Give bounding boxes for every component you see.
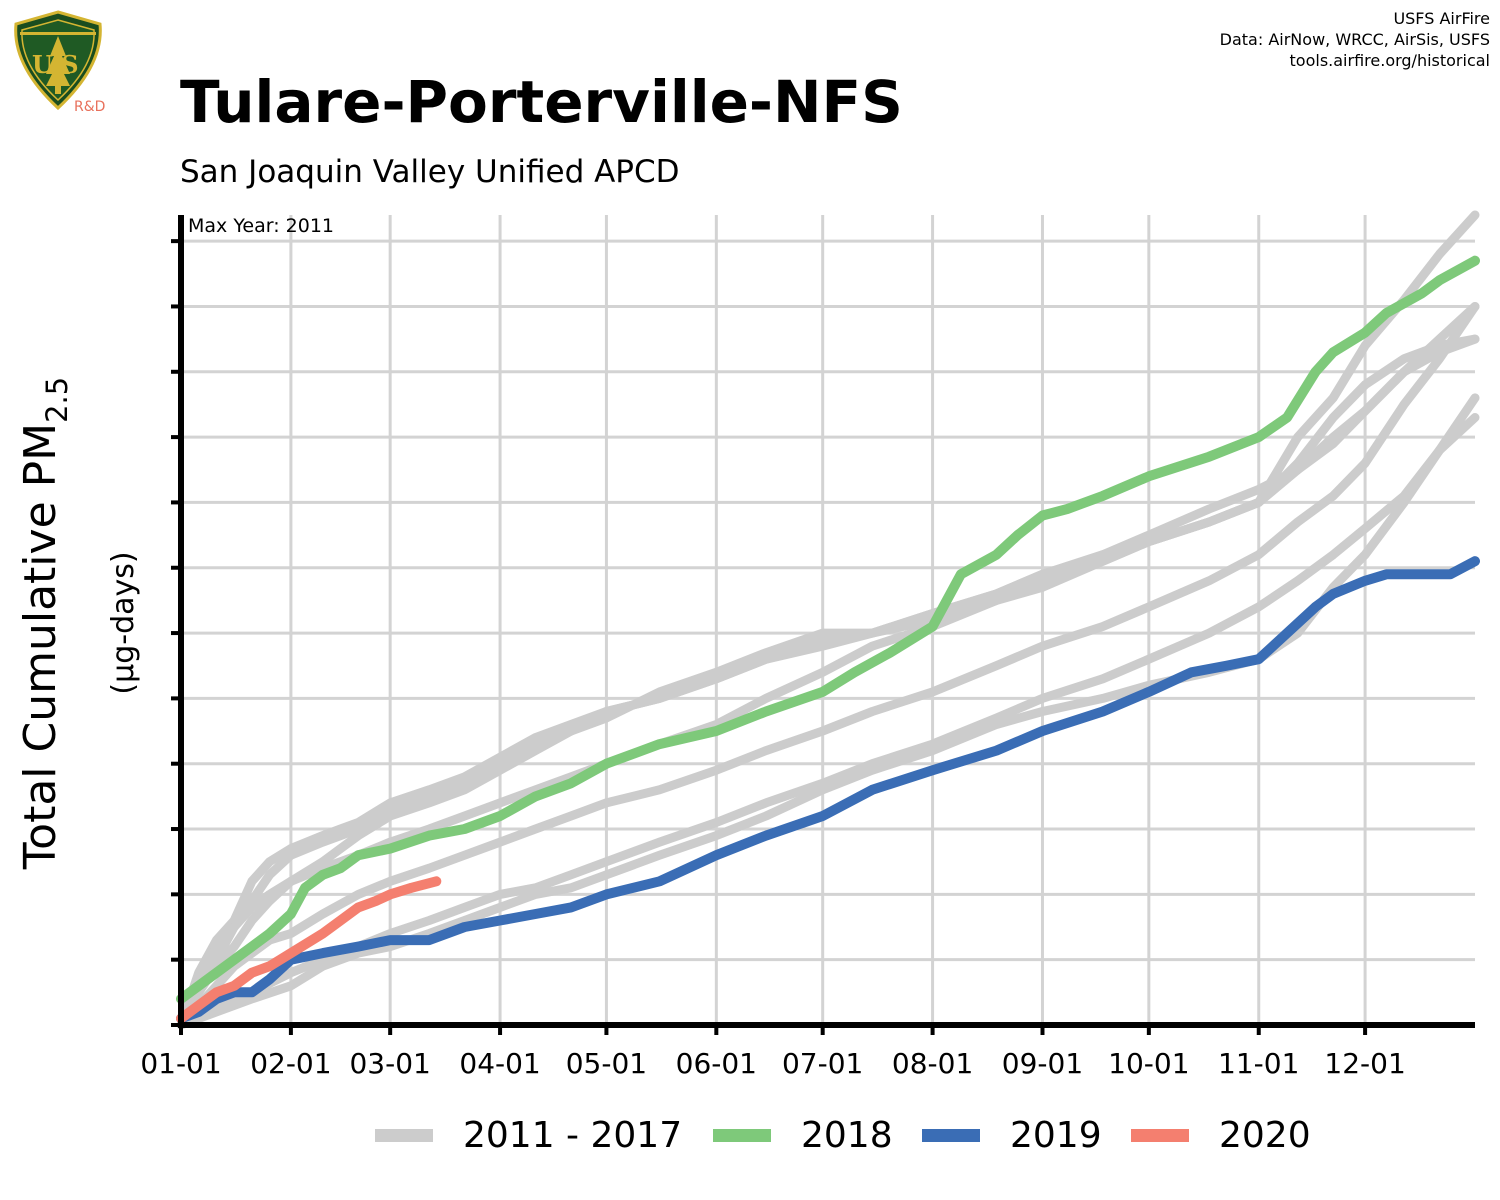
legend-swatch: [713, 1128, 771, 1142]
usfs-shield-icon: U S: [14, 10, 102, 111]
series-line-historical: [176, 302, 1480, 1030]
series-line-historical: [176, 334, 1480, 1023]
svg-text:Total Cumulative PM2.5: Total Cumulative PM2.5: [15, 377, 74, 870]
x-axis-ticks: 01-01 02-01 03-01 04-01 05-01 06-01 07-01 08-01…: [140, 1025, 1406, 1080]
legend-item-2020: 2020: [1131, 1110, 1311, 1160]
series-lines: [176, 210, 1480, 1030]
legend-swatch: [1131, 1128, 1189, 1142]
x-tick-label: 02-01: [250, 1047, 331, 1080]
legend-label: 2011 - 2017: [463, 1114, 683, 1156]
legend-item-2018: 2018: [713, 1110, 893, 1160]
series-line-historical: [176, 393, 1480, 1030]
x-tick-label: 07-01: [782, 1047, 863, 1080]
x-tick-label: 09-01: [1002, 1047, 1083, 1080]
x-tick-label: 10-01: [1108, 1047, 1189, 1080]
credits: USFS AirFire Data: AirNow, WRCC, AirSis,…: [1220, 8, 1490, 71]
series-line-y2019: [176, 556, 1480, 1024]
legend-item-2019: 2019: [922, 1110, 1102, 1160]
series-line-y2018: [176, 255, 1480, 1004]
legend-label: 2020: [1219, 1114, 1311, 1156]
legend-swatch: [375, 1128, 433, 1142]
legend-label: 2018: [801, 1114, 893, 1156]
svg-text:U S: U S: [32, 50, 79, 79]
y-axis-units: (µg-days): [106, 551, 141, 694]
credit-line: tools.airfire.org/historical: [1289, 51, 1490, 70]
chart-title: Tulare-Porterville-NFS: [180, 68, 903, 136]
credit-line: Data: AirNow, WRCC, AirSis, USFS: [1219, 30, 1490, 49]
legend-item-historical: 2011 - 2017: [375, 1110, 682, 1160]
x-tick-label: 05-01: [566, 1047, 647, 1080]
x-tick-label: 03-01: [349, 1047, 430, 1080]
series-line-historical: [176, 413, 1480, 1030]
x-tick-label: 06-01: [676, 1047, 757, 1080]
series-line-historical: [176, 334, 1480, 1030]
series-line-y2020: [176, 876, 442, 1024]
series-line-historical: [176, 302, 1480, 1023]
legend: 2011 - 2017 2018 2019 2020: [0, 1110, 1500, 1160]
legend-swatch: [922, 1128, 980, 1142]
x-tick-label: 11-01: [1218, 1047, 1299, 1080]
y-axis-title: Total Cumulative PM: [15, 423, 66, 870]
logo-rd-label: R&D: [74, 99, 106, 115]
legend-label: 2019: [1010, 1114, 1102, 1156]
x-tick-label: 08-01: [892, 1047, 973, 1080]
y-axis-label: Total Cumulative PM2.5: [15, 377, 74, 870]
x-tick-label: 04-01: [459, 1047, 540, 1080]
x-tick-label: 12-01: [1324, 1047, 1405, 1080]
x-tick-label: 01-01: [140, 1047, 221, 1080]
y-axis-subscript: 2.5: [40, 377, 74, 423]
chart-subtitle: San Joaquin Valley Unified APCD: [180, 154, 680, 190]
max-year-annotation: Max Year: 2011: [188, 215, 334, 237]
credit-line: USFS AirFire: [1393, 9, 1490, 28]
usfs-logo: U S: [8, 10, 108, 115]
